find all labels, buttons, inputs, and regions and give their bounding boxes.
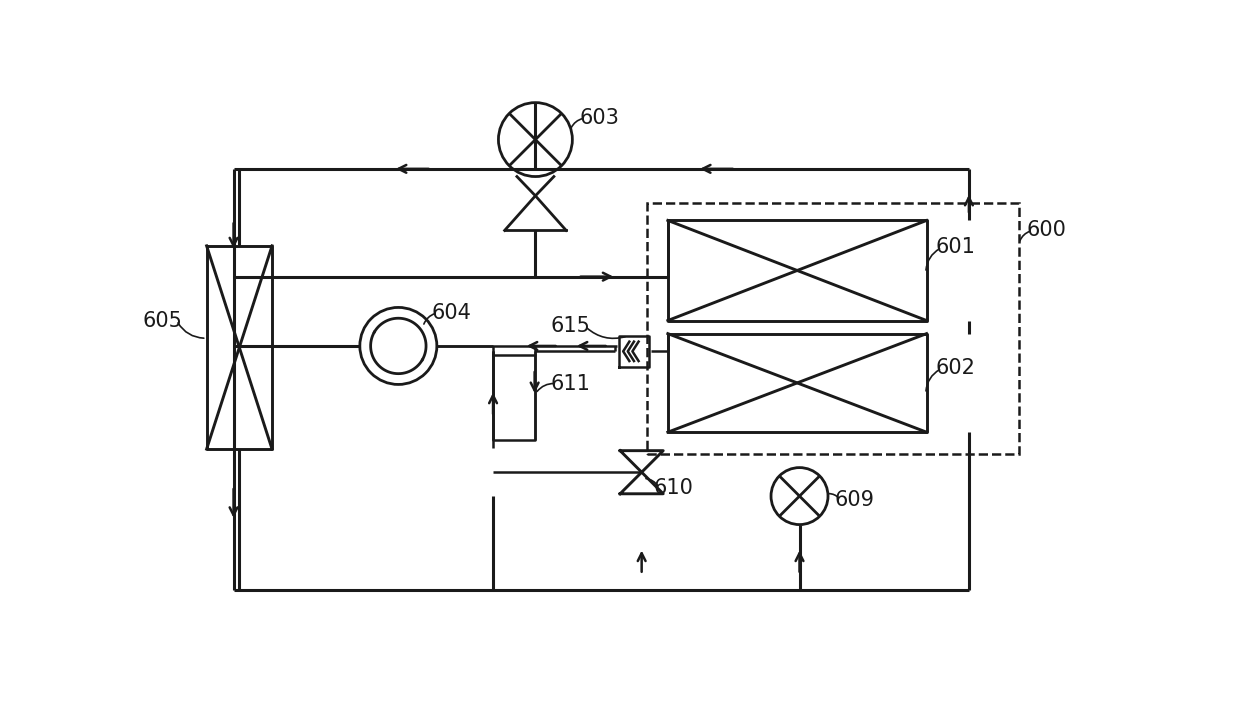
Text: 615: 615 — [551, 316, 590, 336]
Bar — [647, 203, 1019, 453]
Text: 601: 601 — [936, 237, 976, 257]
Text: 605: 605 — [143, 311, 182, 331]
Text: 602: 602 — [936, 358, 976, 378]
Text: 600: 600 — [1027, 221, 1066, 241]
Text: 609: 609 — [835, 490, 874, 510]
Text: 611: 611 — [551, 373, 590, 393]
Text: 603: 603 — [579, 108, 619, 128]
Text: 610: 610 — [653, 478, 693, 498]
Text: 604: 604 — [432, 303, 471, 323]
